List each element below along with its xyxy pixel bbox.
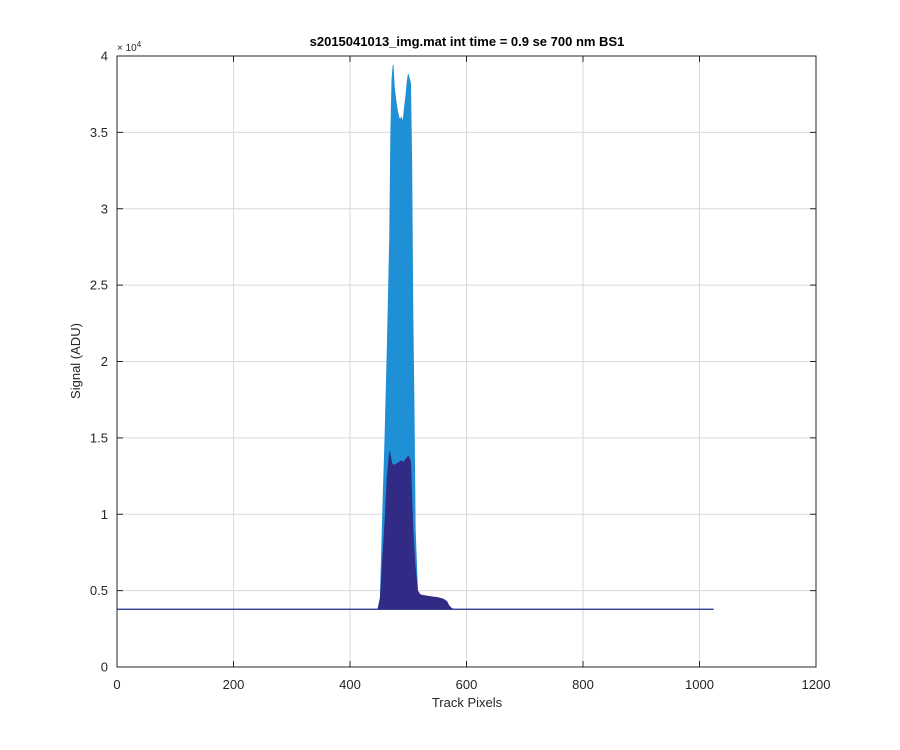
y-tick-label: 3 xyxy=(101,201,108,216)
y-tick-label: 0.5 xyxy=(90,583,108,598)
y-tick-label: 1 xyxy=(101,507,108,522)
y-axis-label: Signal (ADU) xyxy=(68,323,83,399)
chart-title: s2015041013_img.mat int time = 0.9 se 70… xyxy=(310,34,625,49)
x-tick-label: 0 xyxy=(113,677,120,692)
tick-labels: 0 200 400 600 800 1000 1200 0 0.5 1 1.5 2 2.5 3 3.5 4 xyxy=(90,49,831,693)
x-axis-label: Track Pixels xyxy=(432,695,503,710)
y-tick-label: 2 xyxy=(101,354,108,369)
y-exponent-label: × 104 xyxy=(117,40,142,54)
x-tick-label: 1000 xyxy=(685,677,714,692)
y-tick-label: 0 xyxy=(101,660,108,675)
series-layer xyxy=(116,64,714,610)
y-tick-label: 3.5 xyxy=(90,125,108,140)
axes-box xyxy=(116,55,817,668)
y-tick-label: 1.5 xyxy=(90,430,108,445)
y-tick-label: 4 xyxy=(101,49,108,64)
x-tick-label: 800 xyxy=(572,677,594,692)
x-tick-label: 1200 xyxy=(802,677,831,692)
series-area-2 xyxy=(116,451,714,610)
y-tick-label: 2.5 xyxy=(90,278,108,293)
x-tick-label: 600 xyxy=(456,677,478,692)
x-tick-label: 200 xyxy=(223,677,245,692)
x-tick-label: 400 xyxy=(339,677,361,692)
